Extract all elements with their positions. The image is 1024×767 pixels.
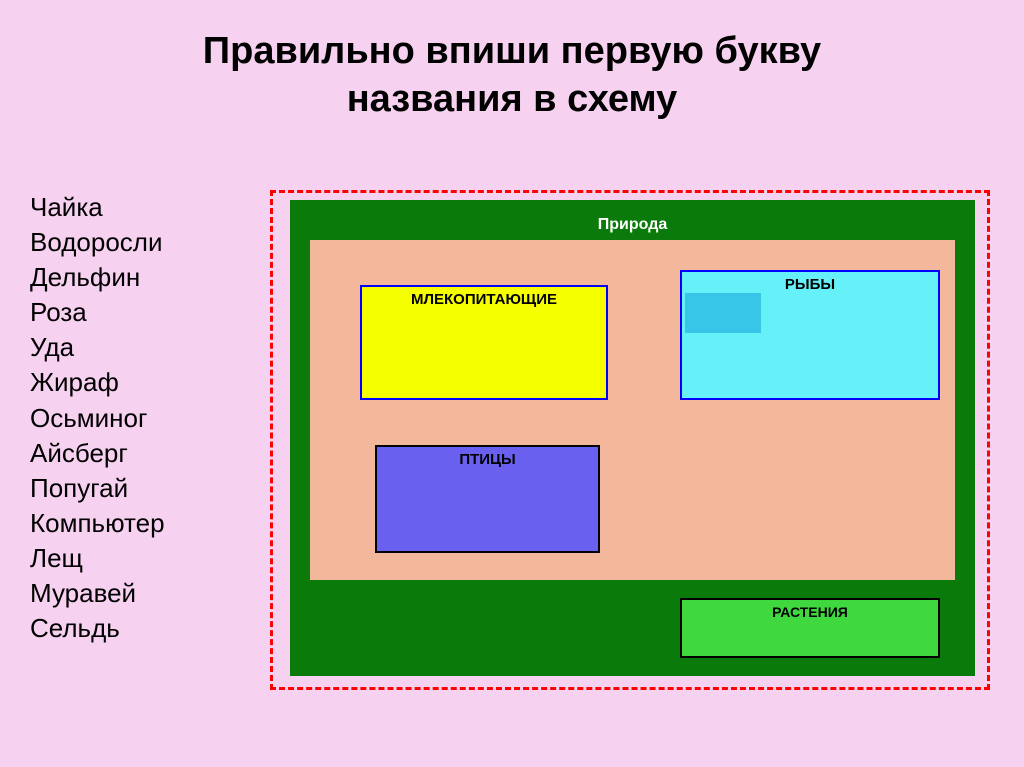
category-birds[interactable]: ПТИЦЫ (375, 445, 600, 553)
category-fish[interactable]: РЫБЫ (680, 270, 940, 400)
title-line-2: названия в схему (0, 76, 1024, 124)
slide: Правильно впиши первую букву названия в … (0, 0, 1024, 767)
word-list-item: Водоросли (30, 225, 165, 260)
word-list-item: Уда (30, 330, 165, 365)
title-line-1: Правильно впиши первую букву (0, 28, 1024, 76)
slide-title: Правильно впиши первую букву названия в … (0, 0, 1024, 123)
word-list-item: Чайка (30, 190, 165, 225)
fish-chip (685, 293, 761, 333)
category-mammals-label: МЛЕКОПИТАЮЩИЕ (411, 291, 557, 308)
word-list-item: Осьминог (30, 401, 165, 436)
word-list-item: Сельдь (30, 611, 165, 646)
category-plants[interactable]: РАСТЕНИЯ (680, 598, 940, 658)
word-list-item: Лещ (30, 541, 165, 576)
category-mammals[interactable]: МЛЕКОПИТАЮЩИЕ (360, 285, 608, 400)
category-birds-label: ПТИЦЫ (459, 451, 515, 468)
word-list: ЧайкаВодорослиДельфинРозаУдаЖирафОсьмино… (30, 190, 165, 646)
word-list-item: Роза (30, 295, 165, 330)
word-list-item: Компьютер (30, 506, 165, 541)
word-list-item: Жираф (30, 365, 165, 400)
nature-header-label: Природа (598, 216, 668, 233)
nature-header: Природа (310, 212, 955, 238)
word-list-item: Муравей (30, 576, 165, 611)
word-list-item: Попугай (30, 471, 165, 506)
category-fish-label: РЫБЫ (785, 276, 835, 293)
category-plants-label: РАСТЕНИЯ (772, 604, 848, 620)
word-list-item: Айсберг (30, 436, 165, 471)
word-list-item: Дельфин (30, 260, 165, 295)
